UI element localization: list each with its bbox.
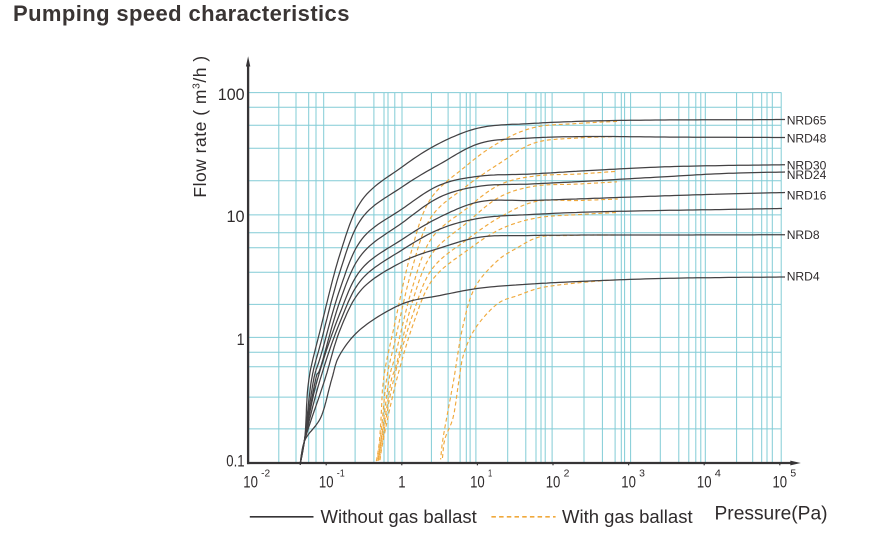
svg-text:Flow rate ( m3/h ): Flow rate ( m3/h ) bbox=[190, 55, 210, 197]
svg-text:-2: -2 bbox=[261, 468, 270, 479]
svg-text:NRD4: NRD4 bbox=[787, 270, 820, 284]
svg-text:Pressure(Pa): Pressure(Pa) bbox=[715, 504, 828, 525]
svg-text:100: 100 bbox=[218, 85, 245, 104]
svg-text:10: 10 bbox=[621, 473, 636, 492]
svg-text:10: 10 bbox=[546, 473, 561, 492]
svg-text:NRD8: NRD8 bbox=[787, 228, 820, 242]
svg-text:10: 10 bbox=[470, 473, 485, 492]
svg-text:0.1: 0.1 bbox=[226, 451, 244, 470]
svg-text:NRD16: NRD16 bbox=[787, 189, 827, 203]
svg-text:1: 1 bbox=[237, 330, 245, 349]
svg-text:10: 10 bbox=[697, 473, 712, 492]
svg-text:NRD65: NRD65 bbox=[787, 114, 827, 128]
svg-text:1: 1 bbox=[488, 468, 493, 479]
svg-text:4: 4 bbox=[715, 468, 722, 479]
svg-text:-1: -1 bbox=[337, 468, 345, 479]
svg-text:With gas ballast: With gas ballast bbox=[562, 506, 693, 527]
svg-text:NRD24: NRD24 bbox=[787, 168, 827, 182]
svg-text:2: 2 bbox=[564, 468, 570, 479]
svg-text:3: 3 bbox=[639, 468, 645, 479]
svg-text:1: 1 bbox=[398, 473, 405, 492]
svg-text:10: 10 bbox=[319, 473, 334, 492]
svg-text:NRD48: NRD48 bbox=[787, 132, 827, 146]
svg-text:NRD30: NRD30 bbox=[787, 158, 827, 172]
svg-text:10: 10 bbox=[773, 473, 788, 492]
svg-text:5: 5 bbox=[790, 468, 796, 479]
svg-text:10: 10 bbox=[243, 473, 258, 492]
svg-text:10: 10 bbox=[227, 207, 245, 226]
svg-text:Without gas ballast: Without gas ballast bbox=[321, 506, 477, 527]
